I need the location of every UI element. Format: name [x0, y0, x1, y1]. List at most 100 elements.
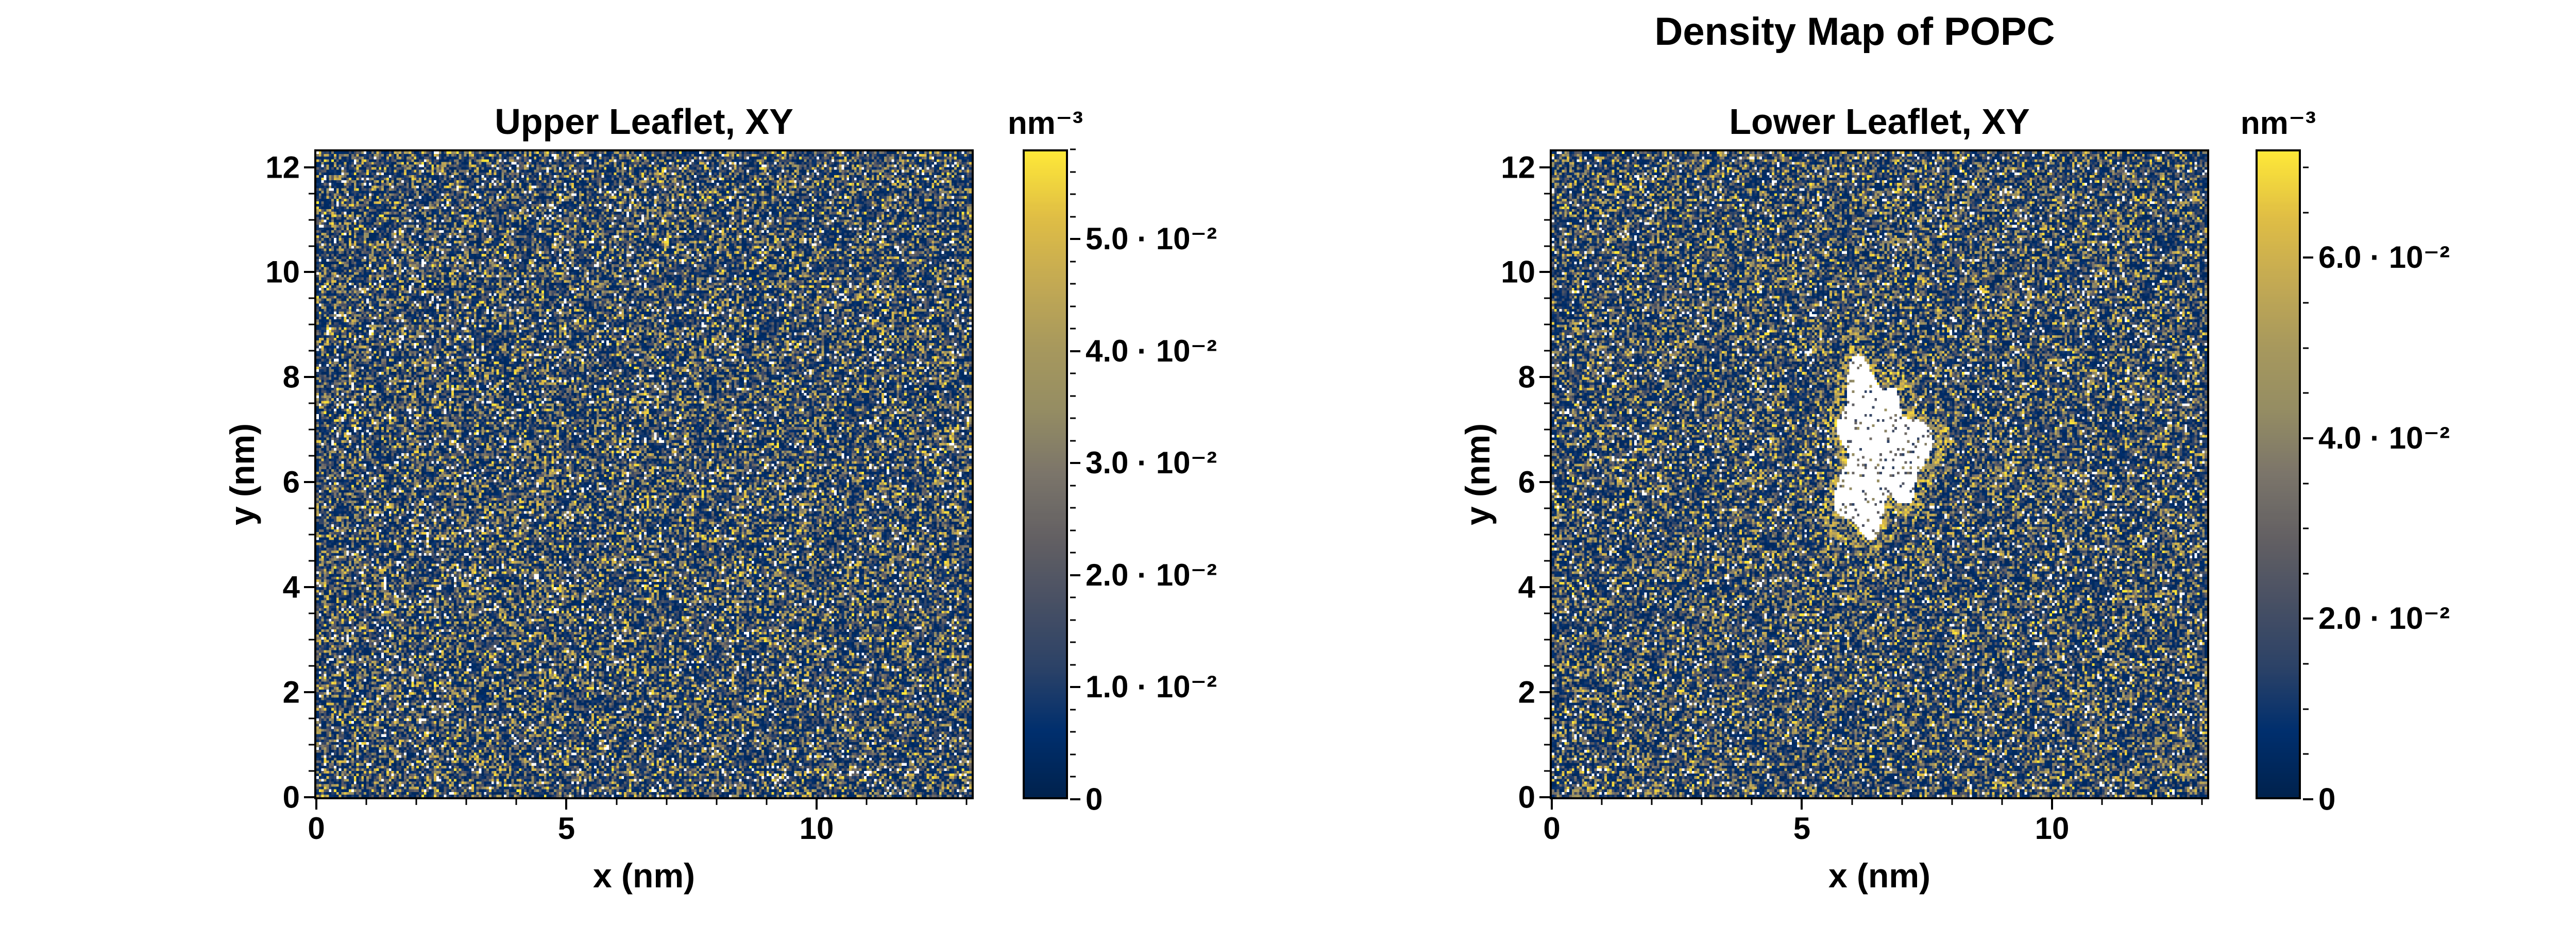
colorbar-minor-tick: [1070, 148, 1076, 150]
colorbar-lower-unit-label: nm⁻³: [2240, 106, 2316, 141]
colorbar-upper-unit-label: nm⁻³: [1007, 106, 1083, 141]
lower-leaflet-title: Lower Leaflet, XY: [1729, 101, 2030, 142]
colorbar-minor-tick: [1070, 216, 1076, 218]
y-minor-tick: [1544, 507, 1550, 509]
x-tick: [565, 799, 568, 810]
x-minor-tick: [666, 799, 668, 805]
x-minor-tick: [2101, 799, 2103, 805]
y-tick-label: 10: [265, 254, 300, 289]
colorbar-minor-tick: [1070, 283, 1076, 285]
y-minor-tick: [309, 744, 314, 746]
colorbar-minor-tick: [1070, 709, 1076, 711]
x-minor-tick: [716, 799, 718, 805]
colorbar-minor-tick: [1070, 776, 1076, 778]
y-minor-tick: [309, 245, 314, 247]
x-minor-tick: [1651, 799, 1653, 805]
y-minor-tick: [309, 717, 314, 719]
colorbar-lower-leaflet: nm⁻³ 0 2.0 · 10⁻² 4.0 · 10⁻² 6.0 · 10⁻²: [2241, 106, 2450, 817]
colorbar-tick-label: 0: [2318, 782, 2336, 817]
x-tick: [815, 799, 818, 810]
y-tick: [1539, 586, 1550, 589]
x-minor-tick: [515, 799, 517, 805]
x-minor-tick: [1851, 799, 1853, 805]
x-tick-label: 0: [1543, 811, 1561, 846]
x-tick-label: 10: [799, 811, 834, 846]
colorbar-minor-tick: [2303, 483, 2309, 485]
y-minor-tick: [309, 402, 314, 404]
y-minor-tick: [1544, 323, 1550, 325]
y-tick: [304, 796, 314, 798]
y-minor-tick: [1544, 665, 1550, 667]
y-tick-label: 6: [1518, 465, 1535, 500]
x-minor-tick: [2151, 799, 2153, 805]
x-minor-tick: [1951, 799, 1953, 805]
upper-leaflet-title: Upper Leaflet, XY: [495, 101, 793, 142]
colorbar-minor-tick: [1070, 328, 1076, 330]
colorbar-minor-tick: [1070, 731, 1076, 733]
y-minor-tick: [1544, 219, 1550, 221]
figure-suptitle: Density Map of POPC: [1654, 10, 2055, 54]
colorbar-tick-label: 5.0 · 10⁻²: [1086, 221, 1217, 256]
colorbar-minor-tick: [1070, 440, 1076, 442]
y-tick: [1539, 376, 1550, 379]
colorbar-minor-tick: [1070, 664, 1076, 666]
y-tick-label: 12: [1501, 150, 1535, 185]
x-minor-tick: [1751, 799, 1753, 805]
y-tick: [1539, 271, 1550, 273]
x-minor-tick: [465, 799, 467, 805]
x-minor-tick: [616, 799, 618, 805]
panel-upper-leaflet: Upper Leaflet, XY 0 5 10 0 2 4 6 8 10 12 x (nm) y…: [223, 0, 974, 927]
x-minor-tick: [415, 799, 417, 805]
colorbar-tick: [1070, 462, 1080, 465]
x-minor-tick: [916, 799, 918, 805]
x-minor-tick: [2201, 799, 2203, 805]
x-minor-tick: [766, 799, 768, 805]
colorbar-tick-label: 1.0 · 10⁻²: [1086, 670, 1217, 705]
y-tick-label: 8: [1518, 359, 1535, 394]
upper-leaflet-x-axis-label: x (nm): [593, 856, 695, 895]
y-minor-tick: [1544, 297, 1550, 299]
y-tick-label: 10: [1501, 254, 1535, 289]
y-tick: [304, 691, 314, 694]
colorbar-minor-tick: [1070, 596, 1076, 598]
colorbar-minor-tick: [2303, 573, 2309, 575]
colorbar-minor-tick: [1070, 552, 1076, 554]
x-tick: [2050, 799, 2053, 810]
x-tick: [315, 799, 317, 810]
y-tick-label: 6: [282, 465, 300, 500]
x-tick-label: 5: [557, 811, 575, 846]
colorbar-tick: [2303, 256, 2313, 259]
y-minor-tick: [1544, 717, 1550, 719]
colorbar-tick-label: 3.0 · 10⁻²: [1086, 445, 1217, 480]
y-minor-tick: [1544, 193, 1550, 195]
colorbar-minor-tick: [1070, 193, 1076, 195]
colorbar-lower-gradient: [2256, 149, 2301, 799]
y-tick-label: 12: [265, 150, 300, 185]
colorbar-minor-tick: [2303, 708, 2309, 710]
y-minor-tick: [309, 507, 314, 509]
colorbar-minor-tick: [1070, 417, 1076, 419]
colorbar-tick: [1070, 574, 1080, 576]
y-tick: [304, 271, 314, 273]
colorbar-upper-canvas: [1025, 151, 1066, 797]
colorbar-minor-tick: [1070, 261, 1076, 263]
colorbar-tick: [1070, 686, 1080, 689]
upper-leaflet-y-axis-label: y (nm): [223, 423, 261, 525]
y-tick: [1539, 481, 1550, 484]
y-minor-tick: [1544, 245, 1550, 247]
colorbar-minor-tick: [1070, 171, 1076, 173]
panel-lower-leaflet: Lower Leaflet, XY 0 5 10 0 2 4 6 8 10 12 x (nm) y…: [1459, 0, 2209, 927]
colorbar-tick: [1070, 350, 1080, 352]
y-minor-tick: [309, 323, 314, 325]
y-minor-tick: [1544, 534, 1550, 536]
colorbar-lower-canvas: [2258, 151, 2299, 797]
y-minor-tick: [1544, 770, 1550, 772]
colorbar-minor-tick: [2303, 753, 2309, 755]
y-minor-tick: [309, 665, 314, 667]
colorbar-minor-tick: [2303, 663, 2309, 665]
x-tick-label: 5: [1793, 811, 1811, 846]
x-tick-label: 10: [2035, 811, 2070, 846]
y-minor-tick: [1544, 350, 1550, 352]
y-minor-tick: [309, 770, 314, 772]
y-minor-tick: [1544, 639, 1550, 641]
